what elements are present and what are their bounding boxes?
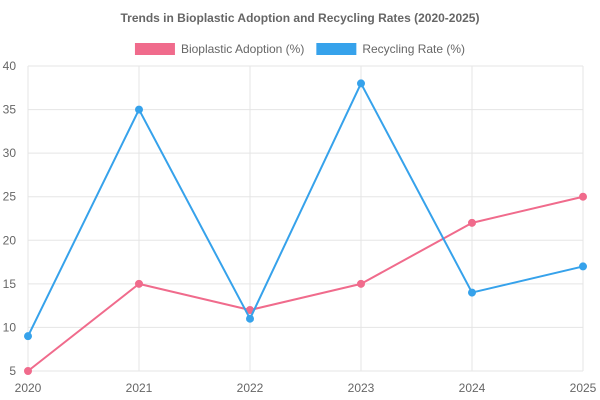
x-tick-label: 2023 [348,381,375,395]
x-tick-label: 2024 [459,381,486,395]
data-point[interactable] [246,314,254,323]
y-tick-label: 25 [3,190,17,204]
data-point[interactable] [135,279,143,288]
y-axis-ticks: 5 10 15 20 25 30 35 40 [3,59,17,378]
y-tick-label: 5 [9,364,16,378]
x-tick-label: 2020 [15,381,42,395]
data-point[interactable] [24,332,32,341]
data-point[interactable] [468,218,476,227]
x-tick-label: 2025 [570,381,597,395]
y-tick-label: 20 [3,233,17,247]
chart-title: Trends in Bioplastic Adoption and Recycl… [121,11,480,25]
y-tick-label: 30 [3,146,17,160]
data-point[interactable] [135,105,143,114]
legend-item[interactable]: Recycling Rate (%) [316,42,465,56]
y-tick-label: 35 [3,103,17,117]
x-tick-label: 2021 [126,381,153,395]
legend-item[interactable]: Bioplastic Adoption (%) [134,42,304,56]
legend-swatch [316,43,357,55]
legend[interactable]: Bioplastic Adoption (%) Recycling Rate (%… [134,42,465,56]
y-tick-label: 15 [3,277,17,291]
y-tick-label: 40 [3,59,17,73]
series-2 [24,79,587,341]
data-point[interactable] [357,279,365,288]
data-point[interactable] [468,288,476,297]
data-point[interactable] [579,262,587,271]
x-axis-ticks: 2020 2021 2022 2023 2024 2025 [15,381,597,395]
series [24,79,587,375]
grid [27,65,584,372]
data-point[interactable] [579,192,587,201]
series-line [27,82,584,337]
data-point[interactable] [24,367,32,375]
series-line [27,195,584,372]
data-point[interactable] [357,79,365,88]
x-tick-label: 2022 [237,381,264,395]
legend-swatch [134,43,175,55]
legend-label: Recycling Rate (%) [362,42,465,56]
legend-label: Bioplastic Adoption (%) [181,42,304,56]
y-tick-label: 10 [3,320,17,334]
